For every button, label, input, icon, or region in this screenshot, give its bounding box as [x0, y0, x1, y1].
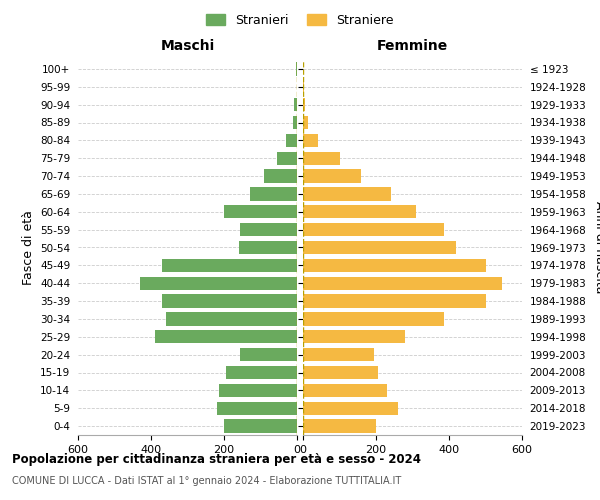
Bar	[217, 402, 297, 415]
Bar	[303, 366, 378, 379]
Bar	[162, 294, 297, 308]
Bar	[218, 384, 297, 397]
Bar	[277, 152, 297, 165]
Bar	[303, 152, 340, 165]
Bar	[303, 348, 374, 362]
Y-axis label: Fasce di età: Fasce di età	[22, 210, 35, 285]
Bar	[239, 241, 297, 254]
Bar	[296, 62, 297, 76]
Bar	[303, 187, 391, 200]
Text: Maschi: Maschi	[160, 38, 215, 52]
Bar	[241, 348, 297, 362]
Bar	[293, 116, 297, 129]
Bar	[303, 420, 376, 433]
Text: COMUNE DI LUCCA - Dati ISTAT al 1° gennaio 2024 - Elaborazione TUTTITALIA.IT: COMUNE DI LUCCA - Dati ISTAT al 1° genna…	[12, 476, 401, 486]
Bar	[166, 312, 297, 326]
Bar	[303, 98, 305, 112]
Bar	[303, 312, 443, 326]
Legend: Stranieri, Straniere: Stranieri, Straniere	[202, 8, 398, 32]
Text: Femmine: Femmine	[377, 38, 448, 52]
Bar	[303, 330, 405, 344]
Bar	[286, 134, 297, 147]
Bar	[303, 294, 485, 308]
Bar	[303, 223, 443, 236]
Bar	[303, 134, 317, 147]
Bar	[140, 276, 297, 290]
Bar	[303, 80, 304, 94]
Bar	[303, 241, 457, 254]
Bar	[303, 170, 361, 183]
Bar	[303, 276, 502, 290]
Bar	[250, 187, 297, 200]
Bar	[303, 205, 416, 218]
Text: Popolazione per cittadinanza straniera per età e sesso - 2024: Popolazione per cittadinanza straniera p…	[12, 452, 421, 466]
Bar	[303, 402, 398, 415]
Bar	[264, 170, 297, 183]
Bar	[224, 420, 297, 433]
Bar	[303, 116, 308, 129]
Bar	[294, 98, 297, 112]
Bar	[241, 223, 297, 236]
Bar	[303, 384, 387, 397]
Bar	[224, 205, 297, 218]
Y-axis label: Anni di nascita: Anni di nascita	[593, 201, 600, 294]
Bar	[303, 258, 485, 272]
Bar	[155, 330, 297, 344]
Bar	[226, 366, 297, 379]
Bar	[162, 258, 297, 272]
